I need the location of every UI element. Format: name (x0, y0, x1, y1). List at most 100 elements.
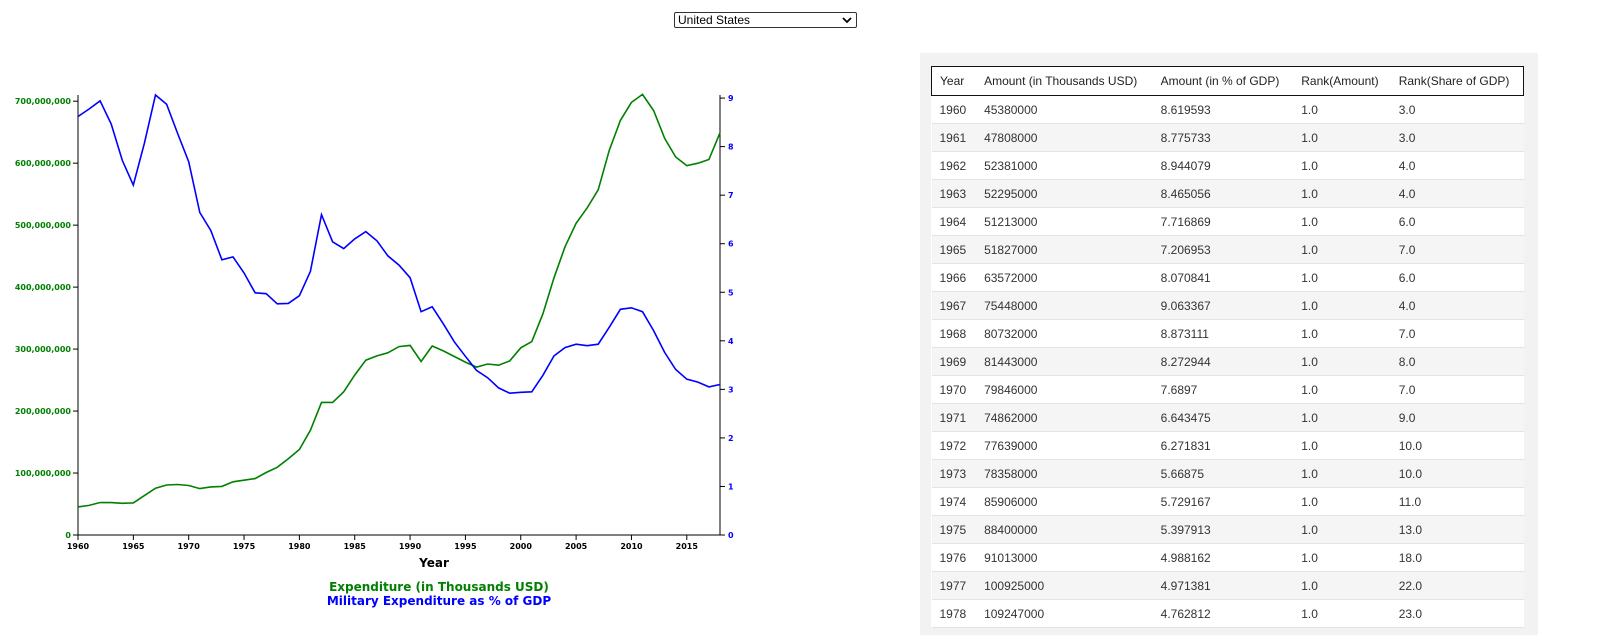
column-header: Year (931, 66, 977, 96)
table-cell: 78358000 (976, 459, 1153, 488)
table-cell: 7.0 (1390, 235, 1524, 264)
table-cell: 1977 (931, 571, 977, 600)
table-cell: 88400000 (976, 515, 1153, 544)
table-cell: 4.971381 (1152, 571, 1294, 600)
table-cell: 1.0 (1293, 403, 1391, 432)
table-cell: 1.0 (1293, 599, 1391, 628)
x-tick-label: 1975 (233, 542, 256, 551)
y-right-tick-label: 0 (728, 531, 734, 540)
table-cell: 4.0 (1390, 151, 1524, 180)
table-cell: 7.206953 (1152, 235, 1294, 264)
table-cell: 8.873111 (1152, 319, 1294, 348)
y-left-tick-label: 500,000,000 (15, 221, 72, 230)
table-cell: 85906000 (976, 487, 1153, 516)
y-left-tick-label: 600,000,000 (15, 159, 72, 168)
y-left-tick-label: 700,000,000 (15, 97, 72, 106)
table-cell: 51213000 (976, 207, 1153, 236)
country-select-value: United States (678, 13, 751, 27)
x-axis-label: Year (418, 556, 449, 570)
table-cell: 100925000 (976, 571, 1153, 600)
y-right-tick-label: 5 (728, 288, 734, 297)
table-cell: 4.0 (1390, 179, 1524, 208)
table-cell: 9.063367 (1152, 291, 1294, 320)
expenditure-chart: 0 100,000,000 200,000,000 300,000,000 400,00… (15, 93, 734, 608)
table-cell: 6.0 (1390, 207, 1524, 236)
country-select[interactable]: United States (674, 12, 857, 28)
table-row: 1968 80732000 8.873111 1.0 7.0 (931, 319, 1524, 348)
table-cell: 1973 (931, 459, 977, 488)
chevron-down-icon (842, 17, 852, 24)
table-cell: 1.0 (1293, 515, 1391, 544)
table-cell: 52295000 (976, 179, 1153, 208)
table-row: 1974 85906000 5.729167 1.0 11.0 (931, 487, 1524, 516)
table-cell: 4.0 (1390, 291, 1524, 320)
table-cell: 52381000 (976, 151, 1153, 180)
table-cell: 13.0 (1390, 515, 1524, 544)
y-left-tick-label: 100,000,000 (15, 469, 72, 478)
table-cell: 4.762812 (1152, 599, 1294, 628)
table-cell: 1968 (931, 319, 977, 348)
table-cell: 1975 (931, 515, 977, 544)
x-tick-label: 2015 (676, 542, 699, 551)
table-cell: 1961 (931, 123, 977, 152)
table-cell: 80732000 (976, 319, 1153, 348)
table-cell: 1965 (931, 235, 977, 264)
table-cell: 7.0 (1390, 319, 1524, 348)
table-cell: 109247000 (976, 599, 1153, 628)
table-cell: 11.0 (1390, 487, 1524, 516)
table-cell: 7.0 (1390, 375, 1524, 404)
table-row: 1972 77639000 6.271831 1.0 10.0 (931, 431, 1524, 460)
table-cell: 6.643475 (1152, 403, 1294, 432)
y-right-tick-label: 3 (728, 385, 734, 394)
x-tick-label: 1985 (344, 542, 367, 551)
table-cell: 3.0 (1390, 95, 1524, 124)
table-cell: 5.729167 (1152, 487, 1294, 516)
y-right-tick-label: 8 (728, 143, 734, 152)
table-cell: 5.397913 (1152, 515, 1294, 544)
table-cell: 91013000 (976, 543, 1153, 572)
y-left-tick-label: 400,000,000 (15, 283, 72, 292)
y-left-tick-label: 300,000,000 (15, 345, 72, 354)
data-table-panel[interactable]: Year Amount (in Thousands USD) Amount (in … (920, 53, 1538, 635)
table-cell: 8.070841 (1152, 263, 1294, 292)
table-cell: 6.0 (1390, 263, 1524, 292)
table-cell: 1.0 (1293, 263, 1391, 292)
table-cell: 8.272944 (1152, 347, 1294, 376)
x-tick-label: 1965 (122, 542, 145, 551)
table-cell: 23.0 (1390, 599, 1524, 628)
table-row: 1967 75448000 9.063367 1.0 4.0 (931, 291, 1524, 320)
table-cell: 1971 (931, 403, 977, 432)
table-cell: 1966 (931, 263, 977, 292)
table-cell: 63572000 (976, 263, 1153, 292)
x-tick-label: 1995 (454, 542, 477, 551)
x-tick-label: 2005 (565, 542, 588, 551)
table-row: 1965 51827000 7.206953 1.0 7.0 (931, 235, 1524, 264)
table-cell: 1.0 (1293, 151, 1391, 180)
table-row: 1963 52295000 8.465056 1.0 4.0 (931, 179, 1524, 208)
table-cell: 8.619593 (1152, 95, 1294, 124)
y-right-tick-label: 6 (728, 240, 734, 249)
table-row: 1973 78358000 5.66875 1.0 10.0 (931, 459, 1524, 488)
legend-entry: Military Expenditure as % of GDP (327, 594, 552, 608)
legend-entry: Expenditure (in Thousands USD) (329, 580, 549, 594)
table-cell: 75448000 (976, 291, 1153, 320)
table-cell: 1960 (931, 95, 977, 124)
table-cell: 77639000 (976, 431, 1153, 460)
table-cell: 8.0 (1390, 347, 1524, 376)
table-cell: 1.0 (1293, 459, 1391, 488)
expenditure-line (77, 93, 721, 508)
x-tick-label: 1970 (178, 542, 201, 551)
table-cell: 8.944079 (1152, 151, 1294, 180)
table-cell: 1.0 (1293, 123, 1391, 152)
y-left-tick-label: 0 (65, 531, 71, 540)
y-right-tick-label: 2 (728, 434, 734, 443)
table-cell: 6.271831 (1152, 431, 1294, 460)
column-header: Amount (in Thousands USD) (976, 66, 1153, 96)
table-row: 1971 74862000 6.643475 1.0 9.0 (931, 403, 1524, 432)
table-cell: 1.0 (1293, 291, 1391, 320)
table-cell: 1974 (931, 487, 977, 516)
table-row: 1966 63572000 8.070841 1.0 6.0 (931, 263, 1524, 292)
table-row: 1962 52381000 8.944079 1.0 4.0 (931, 151, 1524, 180)
table-cell: 18.0 (1390, 543, 1524, 572)
table-cell: 74862000 (976, 403, 1153, 432)
